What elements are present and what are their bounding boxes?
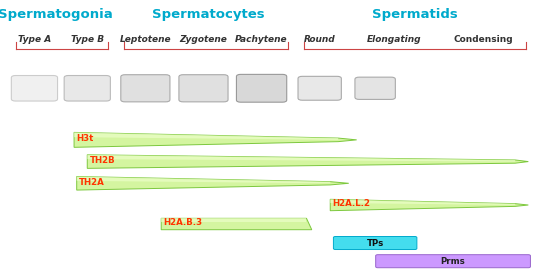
FancyBboxPatch shape: [355, 77, 395, 99]
Text: Type B: Type B: [71, 35, 104, 44]
Text: Elongating: Elongating: [367, 35, 421, 44]
Text: H2A.B.3: H2A.B.3: [163, 219, 203, 227]
Text: Condensing: Condensing: [454, 35, 513, 44]
FancyBboxPatch shape: [64, 76, 110, 101]
Polygon shape: [77, 176, 330, 183]
Text: H2A.L.2: H2A.L.2: [333, 199, 370, 208]
FancyBboxPatch shape: [376, 255, 530, 268]
Text: Type A: Type A: [18, 35, 51, 44]
Text: TH2A: TH2A: [79, 178, 105, 187]
Polygon shape: [161, 218, 307, 222]
Polygon shape: [330, 199, 515, 205]
Text: TH2B: TH2B: [89, 156, 115, 165]
Text: Round: Round: [304, 35, 336, 44]
FancyBboxPatch shape: [334, 237, 417, 250]
Text: Spermatogonia: Spermatogonia: [0, 8, 113, 21]
Polygon shape: [161, 218, 312, 230]
Text: Spermatids: Spermatids: [372, 8, 458, 21]
Text: Zygotene: Zygotene: [179, 35, 227, 44]
Text: Leptotene: Leptotene: [120, 35, 171, 44]
Text: TPs: TPs: [367, 238, 384, 248]
Text: Prms: Prms: [441, 257, 466, 266]
FancyBboxPatch shape: [298, 76, 341, 100]
Text: H3t: H3t: [76, 134, 94, 143]
Polygon shape: [330, 199, 528, 211]
FancyBboxPatch shape: [179, 75, 228, 102]
Text: Spermatocytes: Spermatocytes: [153, 8, 265, 21]
Polygon shape: [77, 176, 349, 190]
Text: Pachytene: Pachytene: [235, 35, 288, 44]
Polygon shape: [74, 132, 338, 140]
FancyBboxPatch shape: [11, 76, 58, 101]
FancyBboxPatch shape: [237, 75, 287, 102]
Polygon shape: [87, 155, 515, 161]
Polygon shape: [74, 132, 357, 147]
Polygon shape: [87, 155, 528, 168]
FancyBboxPatch shape: [121, 75, 170, 102]
